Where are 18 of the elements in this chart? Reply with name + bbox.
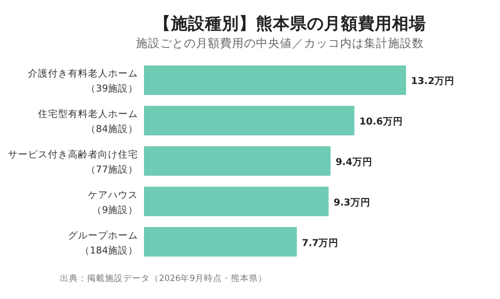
y-tick-label: 住宅型有料老人ホーム（84施設） (38, 108, 138, 136)
chart-title: 【施設種別】熊本県の月額費用相場 (154, 14, 426, 33)
bar (144, 65, 406, 95)
y-tick-label: グループホーム（184施設） (68, 229, 138, 256)
bar (144, 106, 354, 136)
data-label: 7.7万円 (302, 238, 339, 249)
data-label: 10.6万円 (359, 116, 403, 128)
source-note: 出典：掲載施設データ（2026年9月時点・熊本県） (60, 273, 268, 284)
y-tick-label: サービス付き高齢者向け住宅（77施設） (8, 148, 138, 176)
chart-subtitle: 施設ごとの月額費用の中央値／カッコ内は集計施設数 (136, 36, 424, 50)
y-tick-label: 介護付き有料老人ホーム（39施設） (28, 68, 138, 95)
data-label: 9.4万円 (336, 157, 372, 168)
bar (144, 146, 331, 176)
bar (144, 186, 329, 216)
data-label: 9.3万円 (334, 197, 370, 208)
y-tick-label: ケアハウス（9施設） (88, 190, 138, 216)
data-label: 13.2万円 (411, 76, 454, 88)
bar (144, 227, 297, 257)
